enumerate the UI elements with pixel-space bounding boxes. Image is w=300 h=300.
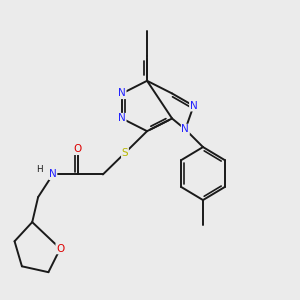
- Text: N: N: [49, 169, 57, 179]
- Text: N: N: [190, 101, 197, 111]
- Text: N: N: [182, 124, 189, 134]
- Text: O: O: [56, 244, 64, 254]
- Text: N: N: [118, 113, 126, 124]
- Text: N: N: [118, 88, 126, 98]
- Text: H: H: [36, 165, 43, 174]
- Text: S: S: [122, 148, 128, 158]
- Text: O: O: [74, 144, 82, 154]
